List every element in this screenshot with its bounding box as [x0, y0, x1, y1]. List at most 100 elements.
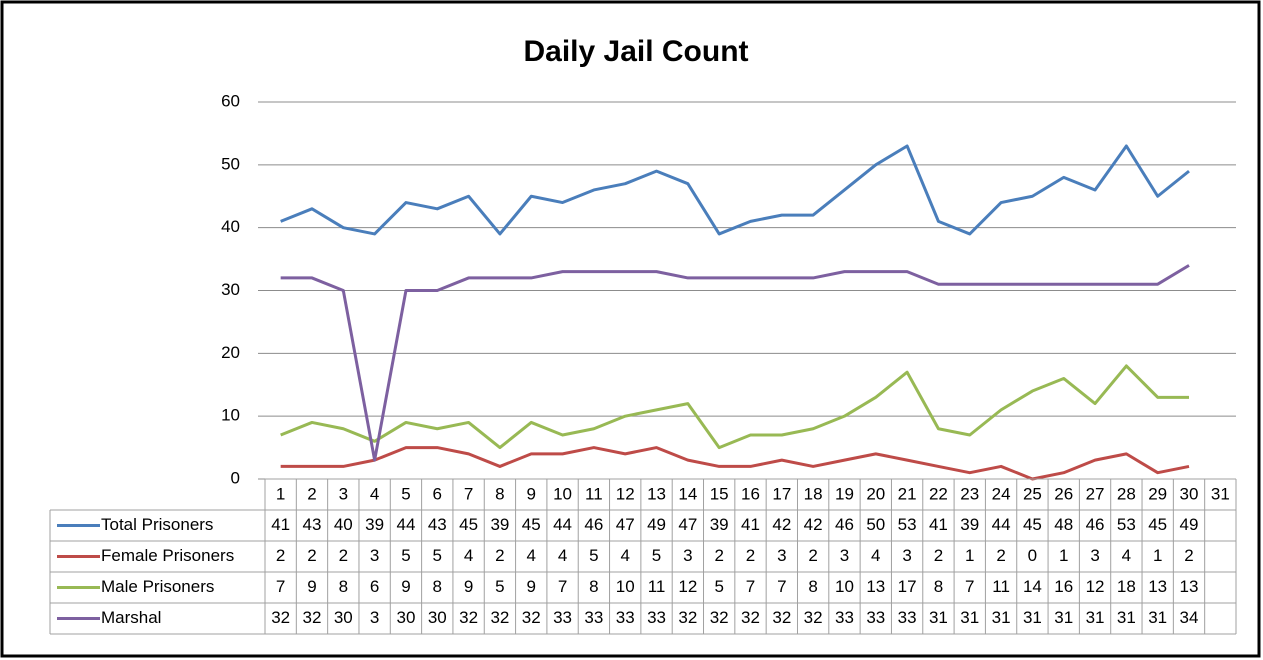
y-tick-label: 20 — [221, 343, 240, 362]
y-tick-label: 30 — [221, 280, 240, 299]
table-value: 31 — [1054, 608, 1073, 627]
table-value: 31 — [929, 608, 948, 627]
table-value: 32 — [772, 608, 791, 627]
table-value: 5 — [652, 546, 661, 565]
x-tick-label: 21 — [898, 484, 917, 503]
table-value: 2 — [746, 546, 755, 565]
table-value: 6 — [370, 577, 379, 596]
y-tick-label: 0 — [231, 468, 240, 487]
x-tick-label: 31 — [1211, 484, 1230, 503]
x-tick-label: 27 — [1086, 484, 1105, 503]
table-value: 2 — [714, 546, 723, 565]
table-value: 3 — [840, 546, 849, 565]
table-value: 3 — [1090, 546, 1099, 565]
table-value: 7 — [746, 577, 755, 596]
table-value: 32 — [303, 608, 322, 627]
y-tick-label: 50 — [221, 154, 240, 173]
table-value: 4 — [464, 546, 473, 565]
chart-title: Daily Jail Count — [523, 35, 748, 68]
table-value: 31 — [1086, 608, 1105, 627]
legend-label: Female Prisoners — [101, 546, 234, 565]
x-tick-label: 7 — [464, 484, 473, 503]
table-value: 8 — [808, 577, 817, 596]
x-tick-label: 19 — [835, 484, 854, 503]
table-value: 1 — [965, 546, 974, 565]
table-value: 7 — [558, 577, 567, 596]
table-value: 3 — [777, 546, 786, 565]
table-value: 9 — [464, 577, 473, 596]
table-value: 31 — [1117, 608, 1136, 627]
x-tick-label: 5 — [401, 484, 410, 503]
x-tick-label: 15 — [710, 484, 729, 503]
table-value: 7 — [276, 577, 285, 596]
table-value: 39 — [365, 515, 384, 534]
x-tick-label: 3 — [339, 484, 348, 503]
table-value: 3 — [370, 608, 379, 627]
legend-label: Male Prisoners — [101, 577, 214, 596]
legend-label: Total Prisoners — [101, 515, 213, 534]
table-value: 13 — [1148, 577, 1167, 596]
x-tick-label: 29 — [1148, 484, 1167, 503]
table-value: 2 — [934, 546, 943, 565]
table-value: 3 — [683, 546, 692, 565]
table-value: 5 — [433, 546, 442, 565]
table-value: 31 — [960, 608, 979, 627]
table-value: 5 — [495, 577, 504, 596]
table-value: 30 — [396, 608, 415, 627]
x-tick-label: 23 — [960, 484, 979, 503]
table-value: 33 — [835, 608, 854, 627]
table-value: 13 — [1180, 577, 1199, 596]
y-tick-label: 60 — [221, 91, 240, 110]
table-value: 30 — [334, 608, 353, 627]
table-value: 33 — [866, 608, 885, 627]
table-value: 50 — [866, 515, 885, 534]
x-tick-label: 10 — [553, 484, 572, 503]
table-value: 18 — [1117, 577, 1136, 596]
x-tick-label: 9 — [527, 484, 536, 503]
table-value: 33 — [898, 608, 917, 627]
series-line — [280, 446, 1190, 481]
table-value: 4 — [871, 546, 880, 565]
table-value: 14 — [1023, 577, 1042, 596]
table-value: 42 — [772, 515, 791, 534]
table-value: 49 — [647, 515, 666, 534]
table-value: 9 — [307, 577, 316, 596]
table-value: 33 — [584, 608, 603, 627]
table-value: 53 — [898, 515, 917, 534]
table-value: 49 — [1180, 515, 1199, 534]
x-tick-label: 1 — [276, 484, 285, 503]
table-value: 32 — [804, 608, 823, 627]
table-value: 31 — [1023, 608, 1042, 627]
series-line — [280, 144, 1190, 236]
table-value: 4 — [527, 546, 536, 565]
table-value: 33 — [553, 608, 572, 627]
table-value: 43 — [303, 515, 322, 534]
table-value: 46 — [1086, 515, 1105, 534]
table-value: 10 — [616, 577, 635, 596]
table-value: 34 — [1180, 608, 1199, 627]
table-value: 16 — [1054, 577, 1073, 596]
table-value: 53 — [1117, 515, 1136, 534]
x-tick-label: 16 — [741, 484, 760, 503]
x-tick-label: 8 — [495, 484, 504, 503]
x-tick-label: 28 — [1117, 484, 1136, 503]
table-value: 44 — [396, 515, 415, 534]
table-value: 8 — [589, 577, 598, 596]
table-value: 46 — [835, 515, 854, 534]
legend-label: Marshal — [101, 608, 161, 627]
table-value: 3 — [370, 546, 379, 565]
x-tick-label: 24 — [992, 484, 1011, 503]
table-value: 11 — [648, 577, 666, 596]
x-tick-label: 30 — [1180, 484, 1199, 503]
table-value: 45 — [1148, 515, 1167, 534]
table-value: 39 — [710, 515, 729, 534]
table-value: 39 — [960, 515, 979, 534]
series-line — [280, 264, 1190, 462]
table-value: 2 — [1184, 546, 1193, 565]
table-value: 1 — [1059, 546, 1068, 565]
x-tick-label: 13 — [647, 484, 666, 503]
table-value: 11 — [992, 577, 1010, 596]
table-value: 13 — [866, 577, 885, 596]
